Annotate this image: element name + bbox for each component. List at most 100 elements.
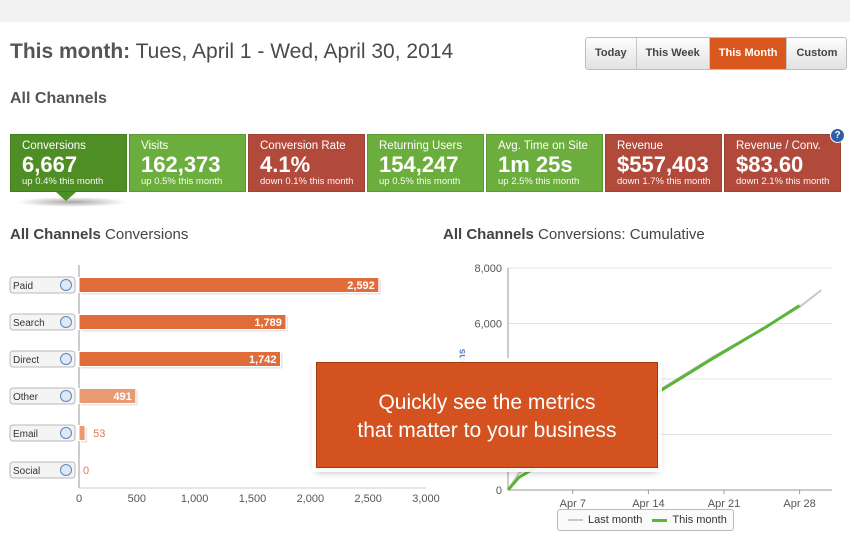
page-title-prefix: This month: <box>10 40 131 63</box>
tile-conversion-rate[interactable]: Conversion Rate 4.1% down 0.1% this mont… <box>248 134 365 192</box>
promo-callout: Quickly see the metrics that matter to y… <box>316 362 658 468</box>
line-chart-x-tick-label: Apr 28 <box>783 498 815 510</box>
tile-label: Revenue <box>617 140 664 152</box>
bar-direct[interactable] <box>78 351 281 367</box>
tile-revenue-per-conversion[interactable]: Revenue / Conv. $83.60 down 2.1% this mo… <box>724 134 841 192</box>
bar-paid[interactable] <box>78 277 380 293</box>
tile-returning-users[interactable]: Returning Users 154,247 up 0.5% this mon… <box>367 134 484 192</box>
channel-label-direct: Direct <box>13 355 39 366</box>
bar-chart-x-tick-label: 1,000 <box>181 493 209 505</box>
tile-label: Conversion Rate <box>260 140 346 152</box>
tile-label: Revenue / Conv. <box>736 140 821 152</box>
help-icon[interactable]: ? <box>830 128 845 143</box>
channel-label-box[interactable] <box>9 350 76 368</box>
channel-label-box[interactable] <box>9 424 76 442</box>
bar-value-label: 491 <box>113 391 131 403</box>
bar-value-label: 1,789 <box>254 317 282 329</box>
line-chart-x-tick-label: Apr 21 <box>708 498 740 510</box>
tile-visits[interactable]: Visits 162,373 up 0.5% this month <box>129 134 246 192</box>
top-bar <box>0 0 850 22</box>
tile-label: Returning Users <box>379 140 463 152</box>
metric-tiles: Conversions 6,667 up 0.4% this month Vis… <box>10 134 846 192</box>
custom-button[interactable]: Custom <box>787 38 847 69</box>
line-chart-y-tick-label: 6,000 <box>474 319 502 331</box>
today-button[interactable]: Today <box>586 38 637 69</box>
line-chart-legend: Last month This month <box>557 509 734 531</box>
last-month-legend-swatch <box>568 519 583 521</box>
search-icon <box>60 316 72 328</box>
line-chart-y-tick-label: 0 <box>496 485 502 497</box>
dollar-icon <box>60 279 72 291</box>
envelope-icon <box>60 427 72 439</box>
channel-label-other: Other <box>13 392 39 403</box>
tile-change: down 0.1% this month <box>260 176 354 187</box>
tile-value: 1m 25s <box>498 152 573 177</box>
bar-value-label: 53 <box>93 428 105 440</box>
line-chart-y-tick-label: 8,000 <box>474 263 502 275</box>
channel-label-social: Social <box>13 466 40 477</box>
channel-label-box[interactable] <box>9 313 76 331</box>
section-title: All Channels <box>10 90 107 107</box>
channel-conversions-chart: 0 500 1,000 1,500 2,000 2,500 3,000 Paid 2,592 Se… <box>9 265 440 505</box>
this-month-button[interactable]: This Month <box>709 38 788 69</box>
tile-value: 6,667 <box>22 152 78 177</box>
bar-search[interactable] <box>78 314 287 330</box>
tile-label: Conversions <box>22 140 86 152</box>
tile-revenue[interactable]: Revenue $557,403 down 1.7% this month <box>605 134 722 192</box>
right-chart-title-bold: All Channels <box>443 226 534 243</box>
tile-change: down 2.1% this month <box>736 176 830 187</box>
right-chart-title: All Channels Conversions: Cumulative <box>443 226 705 243</box>
channel-label-box[interactable] <box>9 461 76 479</box>
bar-chart-x-tick-label: 0 <box>76 493 82 505</box>
date-range-selector: Today This Week This Month Custom <box>585 37 848 70</box>
left-chart-title-bold: All Channels <box>10 226 101 243</box>
promo-callout-line-1: Quickly see the metrics <box>378 391 596 414</box>
this-month-legend-swatch <box>652 518 668 522</box>
tile-change: up 2.5% this month <box>498 176 580 187</box>
bar-chart-x-tick-label: 2,000 <box>297 493 325 505</box>
tile-change: down 1.7% this month <box>617 176 711 187</box>
tile-conversions[interactable]: Conversions 6,667 up 0.4% this month <box>10 134 127 192</box>
promo-callout-line-2: that matter to your business <box>357 419 617 442</box>
tile-change: up 0.4% this month <box>22 176 104 187</box>
bar-value-label: 1,742 <box>249 354 277 366</box>
channel-label-box[interactable] <box>9 387 76 405</box>
bar-email[interactable] <box>78 425 86 441</box>
page-title: This month: Tues, April 1 - Wed, April 3… <box>10 40 453 64</box>
selected-tile-shadow <box>16 197 128 207</box>
speech-bubble-icon <box>60 464 72 476</box>
tile-change: up 0.5% this month <box>141 176 223 187</box>
bar-other[interactable] <box>78 388 137 404</box>
bar-chart-x-tick-label: 1,500 <box>239 493 267 505</box>
date-range-text: Tues, April 1 - Wed, April 30, 2014 <box>135 40 454 63</box>
legend-last-month[interactable]: Last month <box>588 514 643 526</box>
globe-icon <box>60 390 72 402</box>
bar-chart-x-tick-label: 2,500 <box>354 493 382 505</box>
tile-change: up 0.5% this month <box>379 176 461 187</box>
tile-value: 4.1% <box>260 152 311 177</box>
selected-tile-pointer <box>56 192 76 201</box>
tile-label: Avg. Time on Site <box>498 140 588 152</box>
tile-avg-time-on-site[interactable]: Avg. Time on Site 1m 25s up 2.5% this mo… <box>486 134 603 192</box>
channel-label-search: Search <box>13 318 45 329</box>
monitor-icon <box>60 353 72 365</box>
channel-label-email: Email <box>13 429 38 440</box>
left-chart-title-rest: Conversions <box>105 226 189 243</box>
tile-label: Visits <box>141 140 169 152</box>
tile-value: $83.60 <box>736 152 804 177</box>
tile-value: 154,247 <box>379 152 459 177</box>
bar-chart-x-tick-label: 500 <box>128 493 146 505</box>
bar-value-label: 2,592 <box>347 280 375 292</box>
legend-this-month[interactable]: This month <box>672 514 727 526</box>
this-week-button[interactable]: This Week <box>636 38 710 69</box>
line-chart-x-tick-label: Apr 7 <box>560 498 586 510</box>
tile-value: $557,403 <box>617 152 709 177</box>
channel-label-paid: Paid <box>13 281 33 292</box>
bar-value-label: 0 <box>83 465 89 477</box>
right-chart-title-rest: Conversions: Cumulative <box>538 226 705 243</box>
line-chart-x-tick-label: Apr 14 <box>632 498 664 510</box>
tile-value: 162,373 <box>141 152 221 177</box>
bar-chart-x-tick-label: 3,000 <box>412 493 440 505</box>
left-chart-title: All Channels Conversions <box>10 226 188 243</box>
channel-label-box[interactable] <box>9 276 76 294</box>
